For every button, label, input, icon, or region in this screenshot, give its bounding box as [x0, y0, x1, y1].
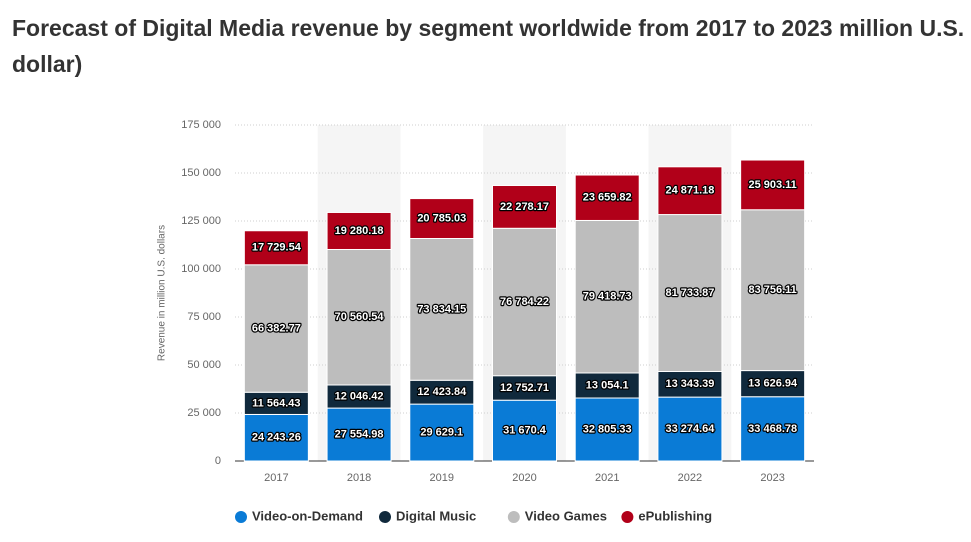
legend-marker [235, 511, 247, 523]
legend-label: Video Games [525, 508, 607, 523]
data-label: 22 278.17 [500, 201, 549, 213]
data-label: 83 756.11 [748, 284, 796, 296]
y-tick-label: 25 000 [187, 407, 221, 419]
bar-segment [657, 396, 723, 462]
bar-segment [740, 159, 806, 211]
data-label: 24 871.18 [665, 185, 714, 197]
bar-segment [574, 397, 640, 462]
data-label: 33 274.64 [665, 423, 715, 435]
x-tick-label: 2021 [595, 472, 619, 484]
bar-segment [492, 375, 557, 401]
x-tick-label: 2019 [430, 472, 454, 484]
x-tick-label: 2023 [760, 472, 784, 484]
x-tick-label: 2018 [347, 472, 371, 484]
bar-segment [243, 230, 309, 266]
bar-segment [409, 403, 475, 462]
data-label: 66 382.77 [252, 322, 301, 334]
y-tick-label: 125 000 [181, 215, 221, 227]
data-label: 13 054.1 [586, 379, 629, 391]
data-label: 20 785.03 [417, 212, 466, 224]
data-label: 13 343.39 [665, 378, 714, 390]
data-label: 11 564.43 [252, 397, 300, 409]
y-tick-label: 50 000 [187, 359, 221, 371]
bar-segment [492, 227, 557, 377]
bar-segment [740, 209, 806, 372]
data-label: 76 784.22 [500, 296, 549, 308]
bar-segment [243, 264, 309, 393]
data-label: 12 752.71 [500, 382, 549, 394]
y-tick-label: 0 [215, 455, 221, 467]
bar-segment [657, 166, 723, 216]
y-tick-label: 175 000 [181, 119, 221, 131]
data-label: 79 418.73 [583, 291, 632, 303]
data-label: 27 554.98 [335, 428, 384, 440]
data-label: 73 834.15 [417, 303, 466, 315]
data-label: 24 243.26 [252, 432, 301, 444]
data-label: 19 280.18 [335, 225, 384, 237]
data-label: 32 805.33 [583, 423, 632, 435]
data-label: 25 903.11 [748, 179, 796, 191]
legend-marker [507, 511, 520, 523]
data-label: 17 729.54 [252, 242, 302, 254]
data-label: 23 659.82 [583, 192, 632, 204]
bar-segment [657, 214, 723, 372]
legend-marker [379, 511, 391, 523]
data-label: 81 733.87 [665, 287, 714, 299]
bar-segment [492, 185, 557, 229]
bar-segment [326, 407, 392, 462]
bar-segment [492, 399, 557, 462]
data-label: 12 423.84 [417, 386, 467, 398]
legend-marker [621, 511, 634, 523]
legend-label: Video-on-Demand [252, 508, 363, 523]
bar-segment [574, 174, 640, 221]
y-tick-label: 75 000 [187, 311, 221, 323]
legend-label: ePublishing [638, 508, 712, 523]
bar-segment [409, 198, 475, 239]
data-label: 33 468.78 [748, 423, 797, 435]
data-label: 12 046.42 [335, 390, 384, 402]
bar-segment [409, 237, 475, 381]
data-label: 29 629.1 [420, 426, 463, 438]
y-tick-label: 100 000 [181, 263, 221, 275]
bar-segment [326, 211, 392, 250]
bar-segment [574, 219, 640, 374]
data-label: 31 670.4 [503, 425, 547, 437]
x-tick-label: 2017 [264, 472, 288, 484]
data-label: 70 560.54 [335, 311, 385, 323]
x-tick-label: 2022 [678, 472, 702, 484]
x-tick-label: 2020 [512, 472, 536, 484]
y-tick-label: 150 000 [181, 167, 221, 179]
y-axis-title: Revenue in million U.S. dollars [157, 225, 168, 361]
bar-segment [243, 413, 309, 462]
data-label: 13 626.94 [748, 378, 798, 390]
bar-segment [326, 248, 392, 386]
chart-title: Forecast of Digital Media revenue by seg… [12, 15, 965, 77]
legend-label: Digital Music [396, 508, 476, 523]
